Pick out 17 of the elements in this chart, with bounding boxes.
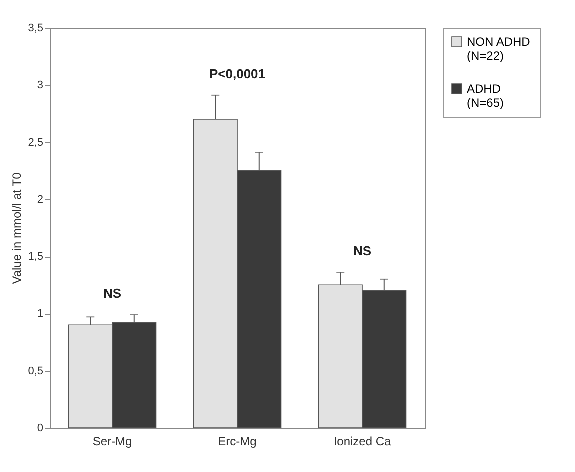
y-tick-label: 3,5 xyxy=(28,22,44,34)
annotation: NS xyxy=(353,244,372,259)
x-tick-label: Erc-Mg xyxy=(218,434,257,448)
annotation: P<0,0001 xyxy=(209,66,266,82)
y-tick-label: 3 xyxy=(37,80,44,92)
legend-label: NON ADHD (N=22) xyxy=(467,35,531,63)
x-tick-label: Ionized Ca xyxy=(334,434,392,448)
y-axis-title: Value in mmol/l at T0 xyxy=(10,172,24,284)
annotation: NS xyxy=(103,286,122,301)
y-tick-label: 0 xyxy=(37,422,44,434)
y-tick-label: 0,5 xyxy=(28,365,44,378)
y-tick-label: 1,5 xyxy=(28,251,44,264)
legend-label: ADHD (N=65) xyxy=(467,82,504,110)
y-tick-label: 2 xyxy=(37,194,44,206)
x-tick-label: Ser-Mg xyxy=(92,434,132,448)
y-tick-label: 2,5 xyxy=(28,136,44,149)
y-tick-label: 1 xyxy=(37,308,44,320)
